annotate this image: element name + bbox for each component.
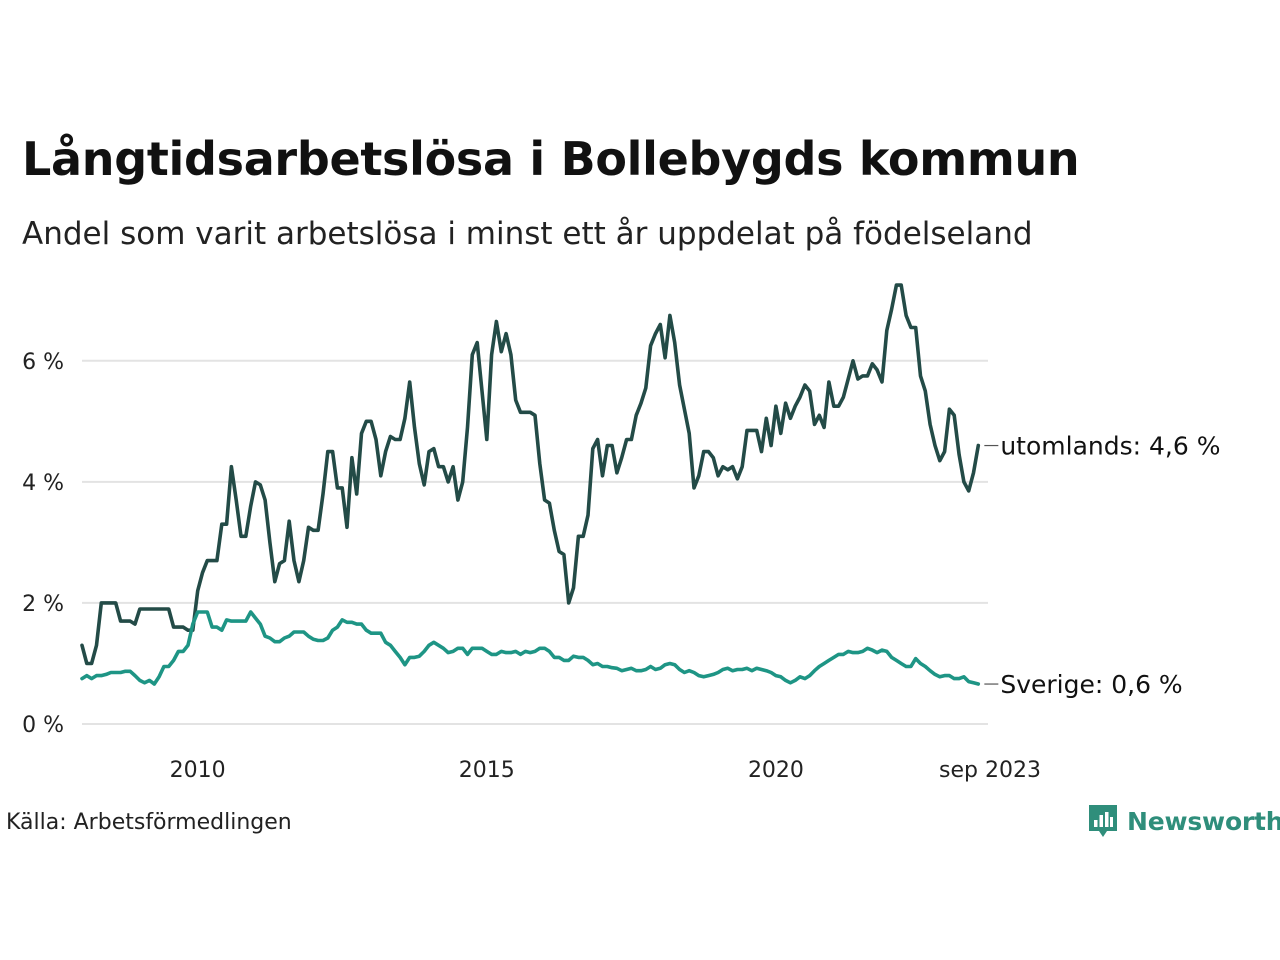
x-tick-label-0: 2010 xyxy=(170,758,226,783)
logo-text: Newsworthy xyxy=(1127,806,1280,836)
end-label-utomlands: utomlands: 4,6 % xyxy=(1000,432,1220,461)
line-chart: 0 % 2 % 4 % 6 % 2010 2015 2020 sep 2023 utomla… xyxy=(22,283,1220,783)
y-axis-ticks: 0 % 2 % 4 % 6 % xyxy=(22,350,64,738)
source-note: Källa: Arbetsförmedlingen xyxy=(6,810,292,835)
newsworthy-logo-icon xyxy=(1089,805,1117,837)
chart-subtitle: Andel som varit arbetslösa i minst ett å… xyxy=(22,216,1033,252)
end-label-sverige: Sverige: 0,6 % xyxy=(1000,670,1182,699)
x-tick-label-1: 2015 xyxy=(459,758,515,783)
chart-title: Långtidsarbetslösa i Bollebygds kommun xyxy=(22,132,1080,186)
series-lines xyxy=(80,283,981,686)
series-line-utomlands xyxy=(80,283,981,666)
newsworthy-logo[interactable]: Newsworthy xyxy=(1087,803,1280,839)
y-tick-label-3: 6 % xyxy=(22,350,64,375)
x-tick-label-3: sep 2023 xyxy=(939,758,1041,783)
y-tick-label-2: 4 % xyxy=(22,471,64,496)
y-tick-label-1: 2 % xyxy=(22,592,64,617)
x-axis-ticks: 2010 2015 2020 sep 2023 xyxy=(170,758,1041,783)
y-tick-label-0: 0 % xyxy=(22,713,64,738)
end-labels: utomlands: 4,6 % Sverige: 0,6 % xyxy=(984,432,1220,699)
series-line-sverige xyxy=(80,610,981,686)
x-tick-label-2: 2020 xyxy=(748,758,804,783)
